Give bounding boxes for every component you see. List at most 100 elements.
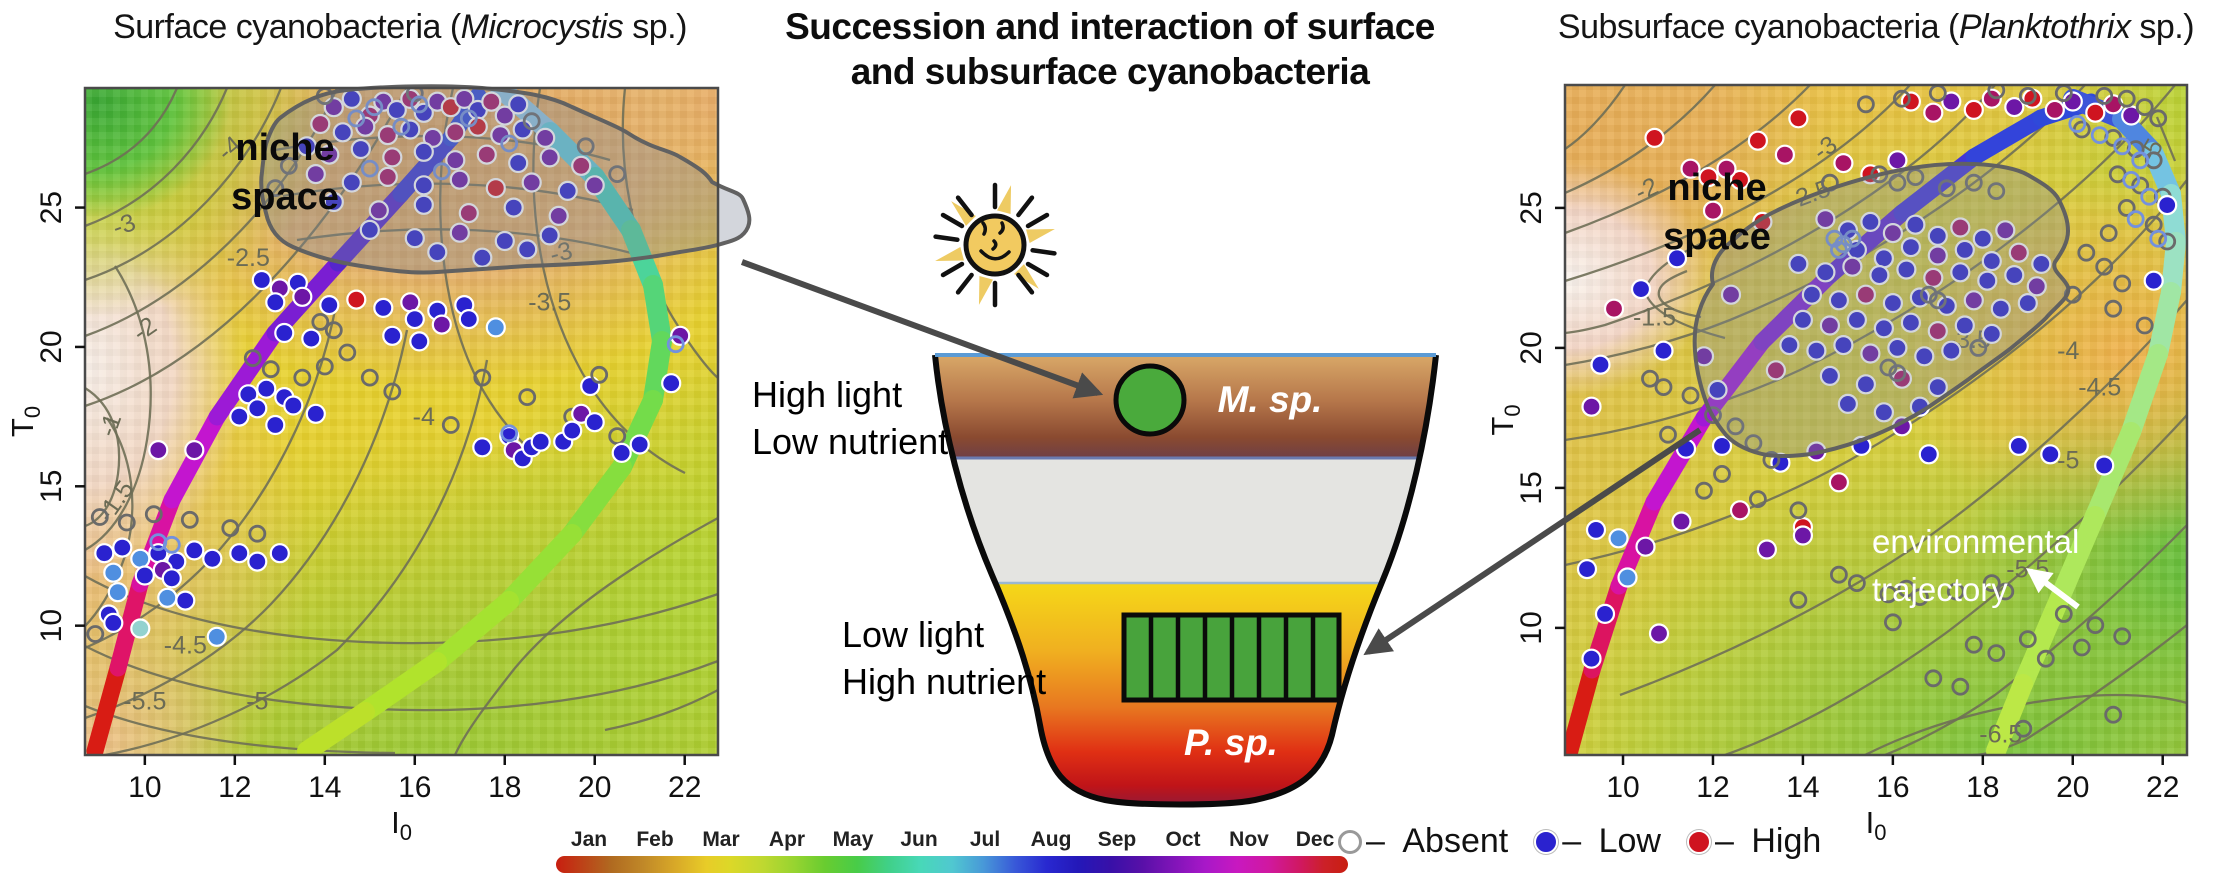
data-point-absent-ring (2113, 137, 2132, 156)
data-point-low (323, 191, 344, 213)
data-point-absent (576, 137, 595, 156)
data-point-low (1788, 253, 1809, 274)
data-point-intermediate-purple (305, 163, 326, 185)
data-point-absent-ring (347, 109, 366, 128)
data-point-absent (1987, 644, 2006, 662)
data-point-low (161, 568, 182, 589)
data-point-low (1707, 379, 1728, 400)
data-point-absent (518, 388, 537, 407)
contour-line (85, 265, 152, 552)
trajectory-band-segment (208, 324, 284, 426)
trajectory-band-segment (1893, 148, 1983, 222)
data-point-absent (1951, 677, 1970, 696)
data-point-intermediate-purple (400, 292, 421, 313)
contour-line (1724, 414, 2187, 755)
contour-label: -2.5 (227, 244, 270, 272)
subsurface-panel-title: Subsurface cyanobacteria (Planktothrix s… (1496, 8, 2213, 47)
data-point-absent (315, 357, 334, 376)
contour-label: -5 (2057, 446, 2079, 474)
data-point-absent (2135, 316, 2154, 335)
data-point-intermediate-purple (670, 325, 691, 346)
figure-title-line1: Succession and interaction of surface (785, 6, 1435, 47)
data-point-absent-ring (500, 134, 519, 153)
month-label-sep: Sep (1097, 828, 1137, 851)
data-point-low (1936, 295, 1957, 316)
data-point-low (508, 152, 529, 174)
data-point-low (503, 197, 524, 218)
data-point-low (2008, 435, 2029, 456)
data-point-intermediate-purple (422, 127, 443, 149)
data-point-intermediate-purple (1581, 396, 1602, 417)
data-point-absent (1789, 501, 1808, 520)
data-point-absent (1964, 173, 1983, 192)
data-point-absent-ring (365, 98, 384, 117)
data-point-low (557, 180, 578, 202)
x-tick-label: 16 (1876, 771, 1909, 804)
surface-panel-title: Surface cyanobacteria (Microcystis sp.) (60, 8, 740, 47)
data-point-intermediate-purple (1635, 536, 1656, 557)
trajectory-band-segment (1965, 109, 2050, 166)
contour-line (1619, 299, 2187, 697)
data-point-intermediate-purple (292, 286, 313, 307)
data-point-intermediate-crimson (1774, 144, 1795, 165)
trajectory-band-segment (2148, 282, 2181, 364)
data-point-low (1900, 312, 1921, 333)
y-tick-label: 25 (1515, 191, 1548, 224)
data-point-absent (1659, 425, 1677, 444)
data-point-low (1846, 309, 1867, 330)
data-point-intermediate-purple (431, 314, 452, 335)
data-point-absent (522, 112, 541, 131)
data-point-absent (2018, 86, 2037, 105)
sun-icon (933, 182, 1057, 308)
data-point-low (238, 384, 259, 405)
data-point-low (386, 99, 407, 121)
trajectory-band-segment (392, 129, 460, 203)
month-label-feb: Feb (636, 828, 674, 851)
data-point-low (1801, 284, 1822, 305)
contour-label: -5.5 (123, 687, 166, 715)
data-point-high (346, 289, 367, 310)
data-point-intermediate-purple (1963, 290, 1984, 311)
x-axis-label: I0 (1866, 805, 1887, 845)
data-point-low (202, 548, 223, 569)
data-point-low (359, 219, 380, 240)
data-point-low (350, 138, 371, 160)
data-point-intermediate-crimson (481, 91, 502, 112)
y-tick-label: 20 (35, 330, 68, 363)
surface-plot-clipped: -4-3-2.5-2-1-1.5-3-3.5-4-4.5-5-5.5 (85, 88, 718, 755)
data-point-low-light-blue (107, 582, 128, 603)
niche-space-region (1692, 161, 2071, 458)
data-point-absent (608, 165, 627, 183)
data-point-high (2022, 88, 2043, 109)
data-point-absent (608, 427, 627, 446)
y-tick-label: 15 (1515, 471, 1548, 504)
y-tick-label: 25 (35, 191, 68, 224)
data-point-absent (2104, 705, 2123, 724)
data-point-low (1981, 251, 2002, 272)
data-point-low (382, 325, 403, 346)
data-point-low (229, 406, 250, 427)
data-point-absent-ring (410, 95, 429, 114)
contour-label: -4 (413, 403, 435, 431)
subsurface-niche-line2: space (1663, 216, 1771, 259)
data-point-low (1981, 323, 2002, 344)
contour-line (85, 704, 396, 755)
data-point-low (2031, 253, 2052, 274)
data-point-low (1887, 337, 1908, 358)
data-point-low (265, 414, 286, 436)
low-light-line: Low light (842, 614, 985, 655)
data-point-absent (311, 312, 330, 331)
data-point-low (1954, 315, 1975, 336)
data-point-low (1779, 335, 1800, 356)
data-point-low (1594, 603, 1616, 625)
sun-face-features (979, 221, 1011, 261)
data-point-absent (1919, 285, 1938, 304)
data-point-intermediate-crimson (1716, 158, 1737, 179)
month-label-nov: Nov (1229, 828, 1269, 851)
data-point-intermediate-purple (1860, 343, 1881, 364)
contour-line (85, 88, 283, 282)
contour-label: -3 (109, 208, 139, 242)
data-point-absent (1713, 464, 1731, 483)
data-point-absent (2113, 274, 2132, 293)
